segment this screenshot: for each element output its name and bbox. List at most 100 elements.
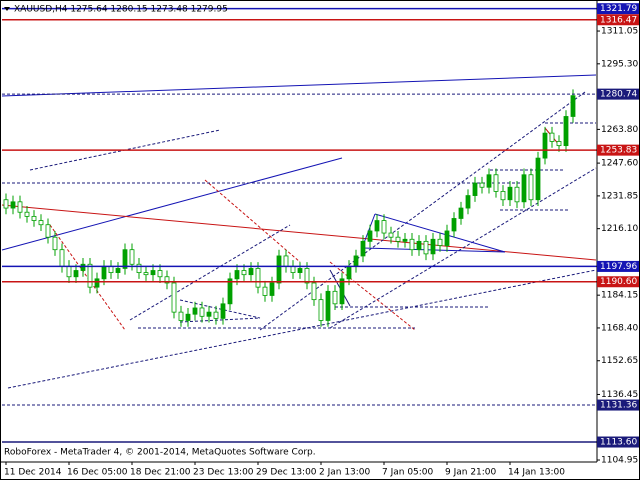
chart-title: XAUUSD,H4 1275.64 1280.15 1273.48 1279.9… <box>14 5 228 15</box>
level-box <box>597 14 639 26</box>
candle-body <box>465 195 471 209</box>
x-tick-label: 2 Jan 13:00 <box>319 468 371 478</box>
candle-body <box>353 255 359 267</box>
candle-body <box>17 201 23 213</box>
levels <box>2 7 597 443</box>
triangle-line <box>179 299 261 319</box>
y-tick-label: 1168.40 <box>601 323 638 333</box>
y-tick-label: 1263.80 <box>601 125 638 135</box>
candle-body <box>276 255 282 284</box>
trend-line <box>1 204 597 261</box>
triangle-line <box>374 213 506 253</box>
candle-body <box>213 311 219 319</box>
y-tick-label: 1295.30 <box>601 59 638 69</box>
x-tick-label: 29 Dec 13:00 <box>256 468 317 478</box>
candle-body <box>388 232 394 238</box>
candle-body <box>444 230 450 246</box>
candle-body <box>31 215 37 221</box>
candle-body <box>493 174 499 192</box>
candle-body <box>94 278 100 288</box>
candle-body <box>87 263 93 288</box>
candle-body <box>59 249 65 267</box>
candle-body <box>178 311 184 321</box>
footer: RoboForex - MetaTrader 4, © 2001-2014, M… <box>4 448 316 458</box>
candle-body <box>164 276 170 284</box>
candles <box>3 89 576 327</box>
candle-body <box>437 238 443 246</box>
candle-body <box>199 307 205 317</box>
candle-body <box>157 270 163 278</box>
candle-body <box>514 186 520 203</box>
triangle-line <box>179 317 261 323</box>
candle-body <box>521 174 527 203</box>
trend-line <box>49 224 126 331</box>
candle-body <box>101 265 107 280</box>
trend-line <box>129 224 291 321</box>
level-label: 1321.79 <box>600 4 637 14</box>
candle-body <box>563 116 569 147</box>
candle-body <box>472 182 478 196</box>
x-tick-label: 16 Dec 05:00 <box>67 468 128 478</box>
trend-line <box>1 157 343 251</box>
candle-body <box>549 132 555 142</box>
candle-body <box>395 236 401 242</box>
y-tick-label: 1216.10 <box>601 224 638 234</box>
candle-body <box>248 268 254 276</box>
candle-body <box>500 191 506 201</box>
level-label: 1280.74 <box>600 90 637 100</box>
candle-body <box>325 290 331 321</box>
candle-body <box>430 238 436 255</box>
candle-body <box>3 199 9 209</box>
candle-body <box>332 290 338 305</box>
x-tick-label: 7 Jan 05:00 <box>382 468 434 478</box>
candle-body <box>402 238 408 242</box>
y-tick-label: 1231.85 <box>601 191 638 201</box>
candle-body <box>115 268 121 273</box>
y-tick-label: 1247.60 <box>601 159 638 169</box>
candle-body <box>269 282 275 296</box>
level-box <box>597 3 639 15</box>
candle-body <box>66 265 72 278</box>
candle-body <box>52 236 58 251</box>
y-tick-label: 1104.95 <box>601 456 638 466</box>
candle-body <box>458 207 464 219</box>
level-label: 1253.83 <box>600 146 637 156</box>
x-tick-label: 11 Dec 2014 <box>4 468 62 478</box>
candle-body <box>150 270 156 276</box>
candle-body <box>360 240 366 257</box>
candle-body <box>346 265 352 280</box>
y-tick-label: 1184.15 <box>601 291 638 301</box>
candle-body <box>24 211 30 217</box>
x-tick-label: 14 Jan 13:00 <box>508 468 565 478</box>
candle-body <box>528 174 534 201</box>
candle-body <box>129 249 135 265</box>
candle-body <box>479 182 485 188</box>
level-box <box>597 88 639 100</box>
candle-body <box>542 132 548 159</box>
symbol-icon <box>4 7 10 11</box>
candle-body <box>185 313 191 321</box>
candle-body <box>80 263 86 271</box>
x-tick-label: 23 Dec 13:00 <box>193 468 254 478</box>
candle-body <box>374 220 380 232</box>
trend-line <box>329 261 416 331</box>
candle-body <box>381 220 387 234</box>
candle-body <box>423 240 429 255</box>
candle-body <box>451 218 457 232</box>
candle-body <box>416 240 422 251</box>
channel-line <box>1 74 597 97</box>
candle-body <box>122 249 128 269</box>
level-box <box>597 436 639 448</box>
candle-body <box>192 307 198 315</box>
level-label: 1131.36 <box>600 401 637 411</box>
y-tick-label: 1152.65 <box>601 356 638 366</box>
x-tick-label: 9 Jan 21:00 <box>445 468 497 478</box>
trend-line <box>329 167 597 329</box>
candle-body <box>234 270 240 280</box>
y-tick-label: 1136.45 <box>601 390 638 400</box>
candle-body <box>227 278 233 305</box>
candle-body <box>45 224 51 238</box>
candle-body <box>283 255 289 267</box>
candle-body <box>136 263 142 273</box>
